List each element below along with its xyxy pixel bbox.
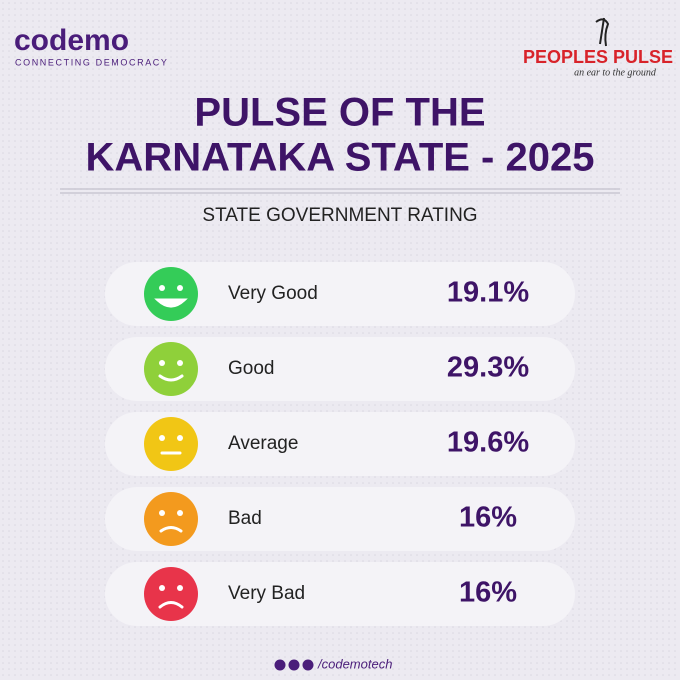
rating-row: Average 19.6%	[105, 412, 575, 476]
face-eye	[159, 510, 165, 516]
rating-row: Very Good 19.1%	[105, 262, 575, 326]
face-eye	[159, 435, 165, 441]
rating-label: Good	[228, 358, 274, 379]
row-pill	[105, 337, 575, 401]
rating-label: Very Good	[228, 283, 318, 304]
title-line: KARNATAKA STATE - 2025	[86, 136, 595, 180]
face-eye	[177, 585, 183, 591]
face-eye	[159, 585, 165, 591]
face-mouth	[154, 298, 188, 308]
face-eye	[177, 360, 183, 366]
face-icon	[144, 492, 198, 546]
face-icon	[144, 567, 198, 621]
brand-tagline: CONNECTING DEMOCRACY	[15, 57, 169, 67]
face-icon	[144, 342, 198, 396]
brand-logo: codemo	[14, 24, 129, 57]
face-eye	[177, 285, 183, 291]
rating-row: Very Bad 16%	[105, 562, 575, 626]
footer-handle: /codemotech	[317, 656, 392, 671]
face-icon	[144, 267, 198, 321]
row-pill	[105, 487, 575, 551]
partner-tagline: an ear to the ground	[574, 67, 657, 78]
rating-value: 19.6%	[447, 427, 529, 459]
row-pill	[105, 262, 575, 326]
face-eye	[159, 360, 165, 366]
rating-label: Average	[228, 433, 298, 454]
rating-row: Bad 16%	[105, 487, 575, 551]
rating-value: 29.3%	[447, 352, 529, 384]
rating-value: 19.1%	[447, 277, 529, 309]
social-icons	[274, 659, 314, 671]
rating-label: Very Bad	[228, 583, 305, 604]
rating-label: Bad	[228, 508, 262, 529]
face-mouth	[158, 374, 184, 382]
row-pill	[105, 562, 575, 626]
face-mouth	[159, 526, 183, 533]
rating-value: 16%	[459, 577, 517, 609]
face-eye	[159, 285, 165, 291]
rating-list: Very Good 19.1% Good 29.3% Average 19.6% Bad 16…	[105, 262, 575, 626]
face-eye	[177, 510, 183, 516]
face-eye	[177, 435, 183, 441]
face-mouth	[158, 601, 184, 609]
rating-row: Good 29.3%	[105, 337, 575, 401]
partner-icon	[595, 17, 610, 47]
partner-logo: PEOPLES PULSE	[523, 47, 673, 67]
subtitle: STATE GOVERNMENT RATING	[202, 205, 477, 226]
face-icon	[144, 417, 198, 471]
rating-value: 16%	[459, 502, 517, 534]
title-line: PULSE OF THE	[194, 91, 485, 135]
row-pill	[105, 412, 575, 476]
